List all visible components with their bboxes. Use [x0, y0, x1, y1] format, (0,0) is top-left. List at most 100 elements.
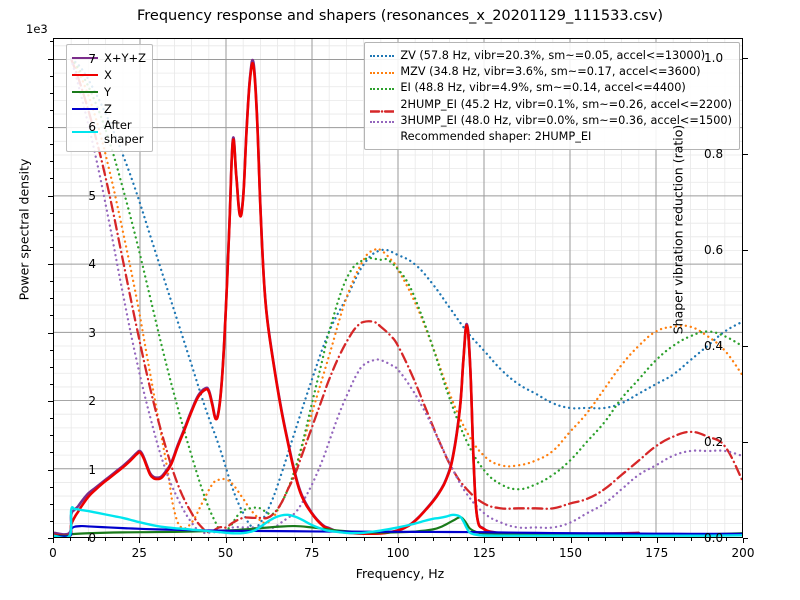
y-tick-right-3: 0.6	[704, 243, 724, 258]
y-tickmark	[50, 229, 53, 231]
x-tick-8: 200	[731, 546, 755, 560]
y-tickmark	[50, 246, 53, 248]
legend-item-3hump-ei[interactable]: 3HUMP_EI (48.0 Hz, vibr=0.0%, sm~=0.36, …	[370, 113, 732, 129]
legend-label-y: Y	[104, 84, 112, 99]
series-3hump-ei	[70, 57, 742, 535]
legend-swatch-z	[72, 103, 98, 115]
y2-tickmark	[743, 58, 748, 60]
legend-item-y[interactable]: Y	[72, 83, 146, 100]
y-tickmark	[50, 212, 53, 214]
legend-item-ei[interactable]: EI (48.8 Hz, vibr=4.9%, sm~=0.14, accel<…	[370, 80, 732, 96]
x-tick-0: 0	[49, 546, 57, 560]
x-tick-4: 100	[386, 546, 410, 560]
y-tickmark	[50, 281, 53, 283]
legend-swatch-3hump-ei	[370, 116, 395, 126]
legend-item-2hump-ei[interactable]: 2HUMP_EI (45.2 Hz, vibr=0.1%, sm~=0.26, …	[369, 96, 732, 114]
y-axis-label-left: Power spectral density	[16, 158, 32, 301]
y-tickmark	[48, 58, 53, 60]
x-tickmark	[536, 538, 537, 541]
y-tick-left-5: 5	[88, 188, 96, 203]
y-axis-exponent-label: 1e3	[26, 22, 48, 36]
x-tickmark	[639, 538, 641, 541]
legend-label-after-shaper: After shaper	[104, 118, 144, 146]
x-tickmark	[622, 538, 624, 541]
x-tick-3: 75	[304, 546, 320, 560]
legend-label-xyz: X+Y+Z	[104, 50, 147, 65]
legend-swatch-after-shaper	[72, 126, 98, 138]
y2-tickmark	[743, 442, 748, 444]
legend-swatch-xyz	[72, 52, 98, 64]
legend-label-3hump-ei: 3HUMP_EI (48.0 Hz, vibr=0.0%, sm~=0.36, …	[400, 114, 732, 128]
x-tickmark	[53, 538, 54, 543]
legend-item-after-shaper[interactable]: After shaper	[72, 117, 146, 147]
x-tickmark	[104, 538, 106, 541]
x-tickmark	[380, 538, 382, 541]
y-tick-left-6: 6	[88, 120, 96, 135]
legend-label-z: Z	[104, 101, 112, 116]
series-x	[54, 61, 641, 537]
x-tick-6: 150	[559, 546, 582, 560]
y-tickmark	[48, 195, 53, 197]
y-tickmark	[50, 435, 53, 437]
y-tickmark	[50, 503, 53, 505]
x-tickmark	[449, 538, 451, 541]
y-tick-left-7: 7	[88, 51, 96, 66]
y-tickmark	[50, 315, 53, 317]
y2-tickmark	[743, 154, 748, 156]
y2-tickmark	[743, 538, 748, 539]
legend-item-zv[interactable]: ZV (57.8 Hz, vibr=20.3%, sm~=0.05, accel…	[370, 47, 732, 63]
x-tick-1: 25	[131, 546, 147, 560]
recommended-shaper-text: Recommended shaper: 2HUMP_EI	[400, 129, 592, 143]
x-tickmark	[173, 538, 175, 541]
y2-tickmark	[743, 346, 748, 348]
legend-item-xyz[interactable]: X+Y+Z	[72, 49, 146, 66]
x-tickmark	[329, 538, 330, 541]
legend-label-x: X	[104, 67, 112, 82]
y-tick-right-1: 0.2	[704, 435, 724, 450]
x-tickmark	[432, 538, 434, 541]
legend-item-z[interactable]: Z	[72, 100, 146, 117]
x-tickmark	[656, 538, 658, 543]
y-tick-left-0: 0	[88, 531, 96, 545]
legend-swatch-x	[72, 69, 98, 81]
x-tickmark	[605, 538, 606, 541]
x-tickmark	[743, 538, 744, 543]
legend-item-x[interactable]: X	[72, 66, 146, 83]
x-axis-label: Frequency, Hz	[355, 566, 445, 581]
chart-title: Frequency response and shapers (resonanc…	[137, 8, 663, 24]
x-tickmark	[122, 538, 123, 541]
x-tickmark	[208, 538, 210, 541]
x-tickmark	[260, 538, 261, 541]
x-tickmark	[225, 538, 227, 543]
x-tickmark	[294, 538, 296, 541]
x-tickmark	[191, 538, 192, 541]
series-after-shaper	[54, 505, 742, 537]
y-tick-left-3: 3	[88, 325, 96, 340]
y-tickmark	[50, 41, 53, 43]
x-tickmark	[484, 538, 486, 543]
y-tick-right-5: 1.0	[704, 51, 724, 66]
y2-tickmark	[743, 250, 748, 252]
x-tickmark	[708, 538, 710, 541]
x-tickmark	[674, 538, 675, 541]
y-tick-right-2: 0.4	[704, 339, 724, 354]
y-tickmark	[50, 349, 53, 351]
x-tickmark	[518, 538, 520, 541]
y-tickmark	[50, 366, 53, 368]
x-tickmark	[398, 538, 399, 543]
plot-area: X+Y+Z X Y Z After shaper ZV (57.8 Hz, vibr=2…	[53, 38, 743, 538]
x-tick-7: 175	[645, 546, 669, 560]
legend-label-zv: ZV (57.8 Hz, vibr=20.3%, sm~=0.05, accel…	[400, 48, 706, 62]
x-tickmark	[70, 538, 72, 541]
x-tickmark	[415, 538, 417, 541]
x-tickmark	[363, 538, 365, 541]
y-tickmark	[48, 264, 53, 266]
x-tickmark	[587, 538, 589, 541]
legend-item-mzv[interactable]: MZV (34.8 Hz, vibr=3.6%, sm~=0.17, accel…	[370, 63, 732, 79]
legend-shapers: ZV (57.8 Hz, vibr=20.3%, sm~=0.05, accel…	[364, 42, 740, 151]
y-tickmark	[48, 127, 53, 129]
curves-layer	[54, 57, 742, 537]
y-tickmark	[50, 109, 53, 111]
x-tick-5: 125	[472, 546, 496, 560]
